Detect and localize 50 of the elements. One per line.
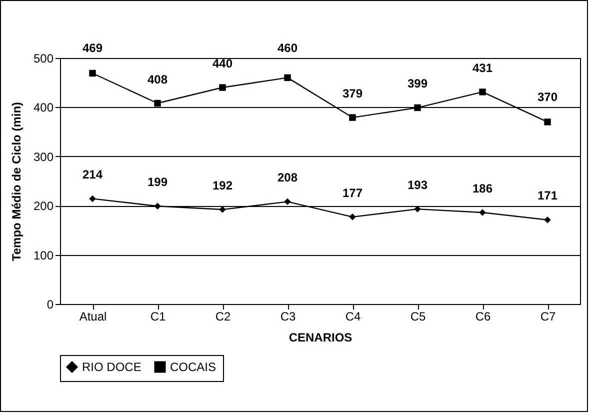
x-tick-label: C3 bbox=[280, 310, 296, 324]
y-tick-label: 200 bbox=[33, 199, 54, 214]
y-tick-label: 500 bbox=[33, 52, 54, 66]
data-label: 469 bbox=[82, 41, 103, 55]
x-tick-label: C7 bbox=[540, 310, 556, 324]
x-tick-label: C2 bbox=[215, 310, 231, 324]
data-label: 177 bbox=[342, 186, 363, 200]
y-tick-label: 400 bbox=[33, 100, 54, 115]
x-tick-label: C1 bbox=[150, 310, 166, 324]
point bbox=[89, 70, 96, 77]
point bbox=[89, 195, 96, 202]
point bbox=[284, 74, 291, 82]
data-label: 440 bbox=[212, 56, 233, 71]
data-label: 199 bbox=[147, 175, 168, 190]
data-label: 370 bbox=[537, 90, 558, 104]
data-label: 379 bbox=[342, 86, 363, 101]
data-label: 460 bbox=[277, 41, 298, 55]
data-label: 208 bbox=[277, 170, 298, 185]
point bbox=[544, 118, 551, 126]
point bbox=[414, 104, 421, 112]
point bbox=[479, 88, 486, 96]
data-label: 186 bbox=[472, 181, 493, 196]
point bbox=[479, 209, 486, 216]
data-label: 192 bbox=[212, 178, 233, 193]
data-label: 431 bbox=[472, 60, 493, 75]
y-tick-label: 300 bbox=[33, 150, 54, 164]
point bbox=[154, 202, 161, 210]
point bbox=[284, 198, 291, 206]
point bbox=[219, 206, 226, 213]
x-axis-title: CENARIOS bbox=[288, 330, 352, 344]
data-label: 408 bbox=[147, 72, 168, 86]
x-tick-label: C5 bbox=[410, 310, 426, 324]
legend-label: RIO DOCE bbox=[82, 360, 142, 374]
x-tick-label: C4 bbox=[345, 310, 361, 324]
y-tick-label: 100 bbox=[33, 248, 54, 262]
x-tick-label: Atual bbox=[79, 310, 107, 324]
y-tick-label: 0 bbox=[46, 298, 54, 312]
data-label: 214 bbox=[82, 168, 103, 182]
y-axis-title: Tempo Médio de Ciclo (min) bbox=[9, 102, 24, 262]
data-label: 193 bbox=[407, 178, 428, 192]
point bbox=[349, 114, 356, 121]
legend-label: COCAIS bbox=[170, 360, 216, 374]
x-tick-label: C6 bbox=[475, 310, 491, 324]
point bbox=[349, 214, 356, 220]
point bbox=[154, 100, 161, 107]
point bbox=[544, 216, 551, 224]
data-label: 399 bbox=[407, 76, 428, 91]
data-label: 171 bbox=[537, 188, 558, 203]
point bbox=[219, 84, 226, 91]
point bbox=[414, 206, 421, 212]
